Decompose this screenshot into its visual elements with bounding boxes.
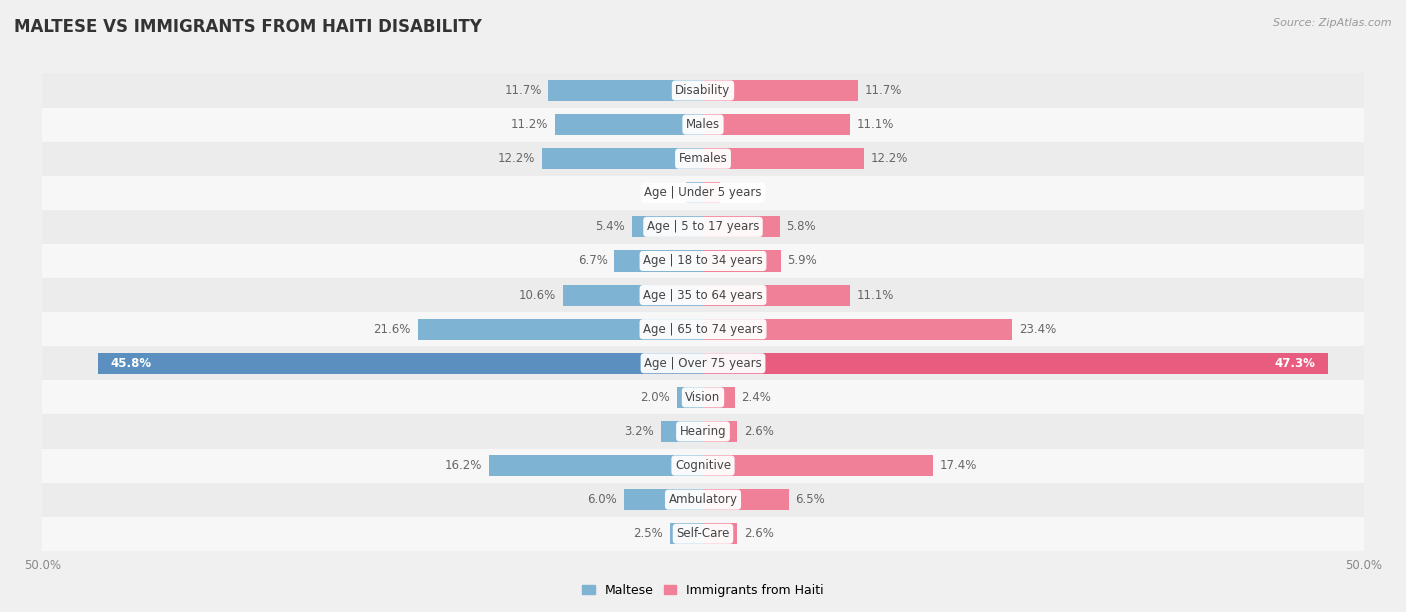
Bar bbox=[703, 455, 934, 476]
Bar bbox=[42, 73, 1364, 108]
Bar bbox=[42, 414, 1364, 449]
Text: Vision: Vision bbox=[685, 391, 721, 404]
Text: Hearing: Hearing bbox=[679, 425, 727, 438]
Text: Age | 18 to 34 years: Age | 18 to 34 years bbox=[643, 255, 763, 267]
Bar bbox=[676, 387, 703, 408]
Bar bbox=[42, 517, 1364, 551]
Text: 23.4%: 23.4% bbox=[1019, 323, 1056, 335]
Text: 2.0%: 2.0% bbox=[640, 391, 669, 404]
Bar bbox=[703, 285, 849, 305]
Bar bbox=[703, 114, 849, 135]
Bar bbox=[42, 210, 1364, 244]
Text: Age | Over 75 years: Age | Over 75 years bbox=[644, 357, 762, 370]
Bar bbox=[703, 489, 789, 510]
Bar bbox=[669, 523, 703, 544]
Text: 3.2%: 3.2% bbox=[624, 425, 654, 438]
Bar bbox=[42, 244, 1364, 278]
Bar bbox=[562, 285, 703, 305]
Text: 11.1%: 11.1% bbox=[856, 289, 894, 302]
Bar bbox=[614, 250, 703, 272]
Text: 10.6%: 10.6% bbox=[519, 289, 557, 302]
Text: 6.5%: 6.5% bbox=[796, 493, 825, 506]
Bar bbox=[489, 455, 703, 476]
Text: Age | 65 to 74 years: Age | 65 to 74 years bbox=[643, 323, 763, 335]
Bar bbox=[703, 421, 737, 442]
Bar bbox=[703, 182, 720, 203]
Text: Age | Under 5 years: Age | Under 5 years bbox=[644, 186, 762, 200]
Bar bbox=[703, 148, 865, 170]
Bar bbox=[42, 176, 1364, 210]
Text: 2.6%: 2.6% bbox=[744, 425, 773, 438]
Bar bbox=[42, 108, 1364, 141]
Bar bbox=[631, 216, 703, 237]
Text: 11.7%: 11.7% bbox=[505, 84, 541, 97]
Text: 2.5%: 2.5% bbox=[634, 528, 664, 540]
Legend: Maltese, Immigrants from Haiti: Maltese, Immigrants from Haiti bbox=[578, 579, 828, 602]
Bar bbox=[703, 250, 780, 272]
Text: 21.6%: 21.6% bbox=[374, 323, 411, 335]
Bar bbox=[686, 182, 703, 203]
Text: 11.2%: 11.2% bbox=[510, 118, 548, 131]
Bar bbox=[97, 353, 703, 374]
Bar bbox=[624, 489, 703, 510]
Bar bbox=[42, 380, 1364, 414]
Text: Females: Females bbox=[679, 152, 727, 165]
Text: 11.1%: 11.1% bbox=[856, 118, 894, 131]
Text: 17.4%: 17.4% bbox=[939, 459, 977, 472]
Bar bbox=[703, 80, 858, 101]
Text: 11.7%: 11.7% bbox=[865, 84, 901, 97]
Text: 2.6%: 2.6% bbox=[744, 528, 773, 540]
Bar bbox=[541, 148, 703, 170]
Text: Males: Males bbox=[686, 118, 720, 131]
Text: 45.8%: 45.8% bbox=[111, 357, 152, 370]
Text: 6.7%: 6.7% bbox=[578, 255, 607, 267]
Bar bbox=[418, 319, 703, 340]
Text: Ambulatory: Ambulatory bbox=[668, 493, 738, 506]
Bar bbox=[703, 319, 1012, 340]
Text: 1.3%: 1.3% bbox=[727, 186, 756, 200]
Text: Self-Care: Self-Care bbox=[676, 528, 730, 540]
Bar bbox=[42, 312, 1364, 346]
Bar bbox=[703, 353, 1329, 374]
Bar bbox=[42, 346, 1364, 380]
Text: 12.2%: 12.2% bbox=[870, 152, 908, 165]
Bar bbox=[42, 278, 1364, 312]
Text: 5.9%: 5.9% bbox=[787, 255, 817, 267]
Bar bbox=[703, 387, 735, 408]
Text: Cognitive: Cognitive bbox=[675, 459, 731, 472]
Text: 47.3%: 47.3% bbox=[1274, 357, 1315, 370]
Text: Age | 35 to 64 years: Age | 35 to 64 years bbox=[643, 289, 763, 302]
Text: 12.2%: 12.2% bbox=[498, 152, 536, 165]
Bar bbox=[703, 216, 780, 237]
Text: 6.0%: 6.0% bbox=[588, 493, 617, 506]
Bar bbox=[42, 141, 1364, 176]
Bar bbox=[42, 483, 1364, 517]
Bar bbox=[555, 114, 703, 135]
Text: 5.4%: 5.4% bbox=[595, 220, 626, 233]
Bar bbox=[548, 80, 703, 101]
Bar bbox=[42, 449, 1364, 483]
Text: 5.8%: 5.8% bbox=[786, 220, 815, 233]
Text: Disability: Disability bbox=[675, 84, 731, 97]
Bar bbox=[661, 421, 703, 442]
Text: 16.2%: 16.2% bbox=[444, 459, 482, 472]
Bar bbox=[703, 523, 737, 544]
Text: 1.3%: 1.3% bbox=[650, 186, 679, 200]
Text: MALTESE VS IMMIGRANTS FROM HAITI DISABILITY: MALTESE VS IMMIGRANTS FROM HAITI DISABIL… bbox=[14, 18, 482, 36]
Text: Source: ZipAtlas.com: Source: ZipAtlas.com bbox=[1274, 18, 1392, 28]
Text: 2.4%: 2.4% bbox=[741, 391, 772, 404]
Text: Age | 5 to 17 years: Age | 5 to 17 years bbox=[647, 220, 759, 233]
